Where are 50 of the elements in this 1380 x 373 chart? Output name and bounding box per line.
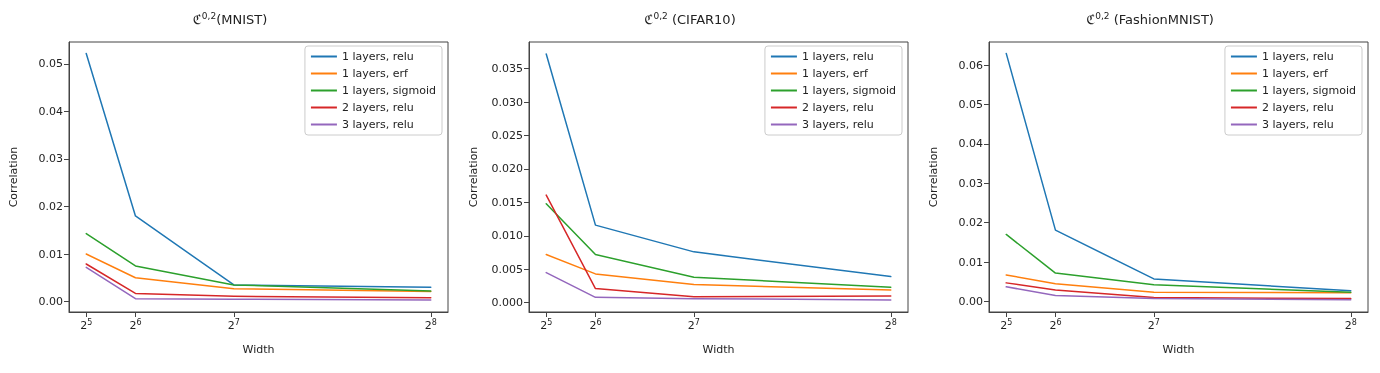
legend-label: 2 layers, relu [801, 101, 874, 114]
legend-label: 3 layers, relu [801, 118, 874, 131]
line-series [1005, 233, 1352, 294]
y-tick-label: 0.06 [958, 58, 983, 72]
y-tick-label: 0.035 [491, 62, 523, 76]
y-tick-label: 0.010 [491, 229, 523, 243]
y-tick-label: 0.01 [958, 255, 983, 269]
legend-label: 3 layers, relu [1261, 118, 1334, 131]
y-tick-label: 0.04 [958, 137, 983, 151]
line-series [545, 194, 892, 298]
y-tick-label: 0.020 [491, 162, 523, 176]
line-series [545, 202, 892, 289]
legend-label: 2 layers, relu [341, 101, 414, 114]
line-series [85, 232, 432, 292]
line-series [1005, 282, 1352, 300]
y-tick-label: 0.030 [491, 95, 523, 109]
y-tick-label: 0.00 [958, 294, 983, 308]
y-tick-label: 0.05 [958, 98, 983, 112]
y-tick-label: 0.04 [38, 104, 63, 118]
y-tick-label: 0.01 [38, 247, 63, 261]
y-axis-title: Correlation [927, 146, 940, 208]
legend-label: 1 layers, relu [1261, 50, 1334, 63]
x-axis-title: Width [1162, 343, 1195, 356]
line-series [545, 271, 892, 301]
y-tick-label: 0.025 [491, 129, 523, 143]
y-tick-label: 0.005 [491, 262, 523, 276]
x-axis-title: Width [702, 343, 735, 356]
y-axis-title: Correlation [467, 146, 480, 208]
line-series [1005, 286, 1352, 301]
x-axis-title: Width [242, 343, 275, 356]
y-axis-title: Correlation [7, 146, 20, 208]
legend-label: 1 layers, sigmoid [341, 84, 437, 97]
y-tick-label: 0.00 [38, 295, 63, 309]
y-tick-label: 0.02 [958, 216, 983, 230]
legend-label: 2 layers, relu [1261, 101, 1334, 114]
y-tick-label: 0.03 [958, 176, 983, 190]
legend-label: 1 layers, sigmoid [801, 84, 897, 97]
legend-label: 1 layers, sigmoid [1261, 84, 1357, 97]
y-tick-label: 0.05 [38, 57, 63, 71]
legend-label: 1 layers, erf [341, 67, 410, 80]
legend-label: 1 layers, erf [801, 67, 870, 80]
y-tick-label: 0.02 [38, 199, 63, 213]
legend-label: 1 layers, erf [1261, 67, 1330, 80]
y-tick-label: 0.000 [491, 296, 523, 310]
line-series [545, 253, 892, 291]
legend-label: 1 layers, relu [341, 50, 414, 63]
legend-label: 1 layers, relu [801, 50, 874, 63]
legend-label: 3 layers, relu [341, 118, 414, 131]
y-tick-label: 0.015 [491, 195, 523, 209]
y-tick-label: 0.03 [38, 152, 63, 166]
